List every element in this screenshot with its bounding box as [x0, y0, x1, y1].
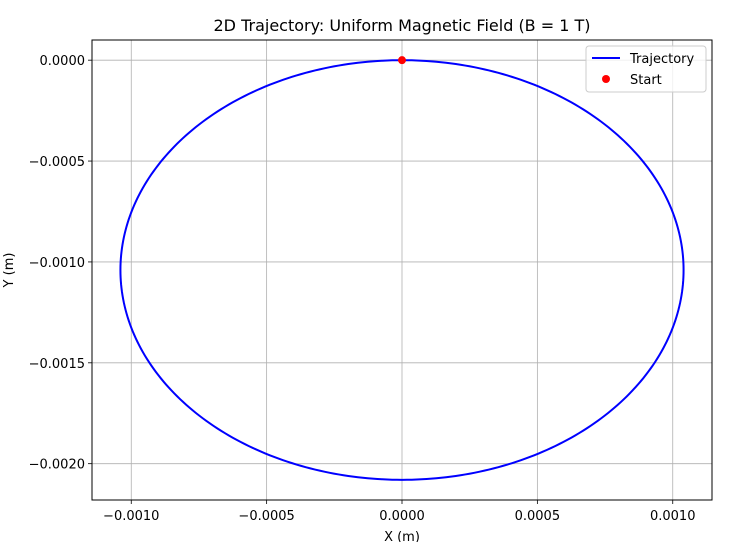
legend: Trajectory Start — [585, 45, 707, 93]
x-tick-label: 0.0010 — [650, 509, 696, 524]
legend-trajectory-label: Trajectory — [629, 52, 694, 67]
y-tick-label: −0.0015 — [29, 357, 85, 372]
y-tick-label: −0.0020 — [29, 458, 85, 473]
trajectory-line — [119, 59, 685, 481]
x-tick-label: −0.0010 — [103, 509, 159, 524]
series-layer — [119, 56, 685, 481]
legend-start-swatch — [602, 75, 610, 83]
y-axis-ticks: 0.0000 −0.0005 −0.0010 −0.0015 −0.0020 — [29, 54, 92, 473]
chart-title: 2D Trajectory: Uniform Magnetic Field (B… — [213, 16, 590, 35]
y-tick-label: 0.0000 — [40, 54, 86, 69]
x-tick-label: 0.0000 — [379, 509, 425, 524]
y-axis-label: Y (m) — [2, 253, 17, 289]
y-tick-label: −0.0010 — [29, 256, 85, 271]
start-point — [398, 56, 406, 65]
y-tick-label: −0.0005 — [29, 155, 85, 170]
legend-start-label: Start — [630, 73, 662, 88]
x-axis-ticks: −0.0010 −0.0005 0.0000 0.0005 0.0010 — [103, 500, 695, 524]
x-tick-label: −0.0005 — [238, 509, 294, 524]
grid-lines — [92, 40, 712, 500]
x-tick-label: 0.0005 — [515, 509, 561, 524]
x-axis-label: X (m) — [384, 530, 420, 542]
